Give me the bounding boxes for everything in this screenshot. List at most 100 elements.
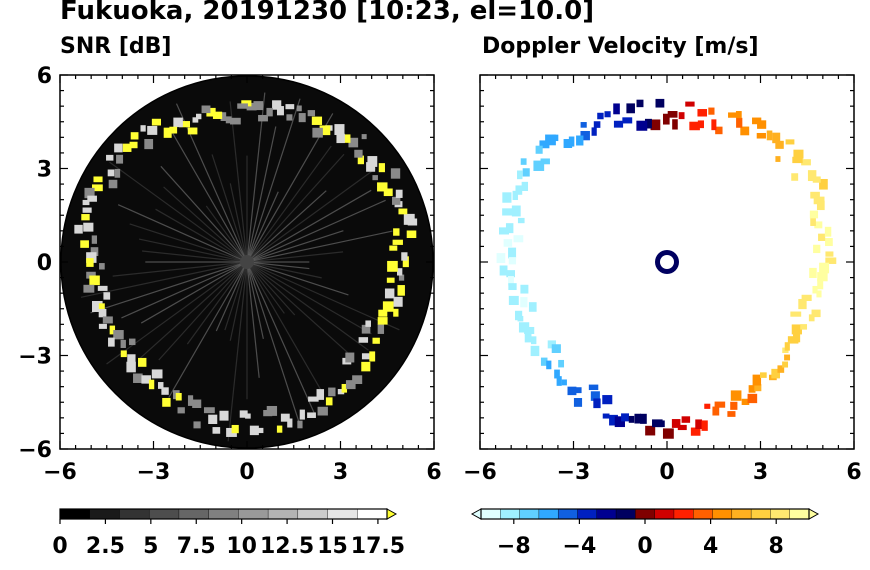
- radar-center: [240, 255, 254, 269]
- echo-cell: [116, 154, 124, 164]
- x-tick-label: 0: [659, 460, 674, 485]
- echo-cell: [558, 359, 565, 368]
- echo-cell: [122, 143, 132, 152]
- colorbar-cell: [596, 508, 617, 520]
- radial-streak: [246, 261, 324, 395]
- echo-cell: [402, 256, 409, 268]
- echo-cell: [814, 221, 823, 229]
- echo-cell: [708, 107, 715, 115]
- echo-cell: [192, 399, 202, 409]
- echo-cell: [249, 425, 259, 436]
- colorbar-tick-label: −8: [497, 534, 531, 559]
- echo-cell: [161, 387, 169, 395]
- radial-streak: [246, 261, 322, 279]
- echo-cell: [397, 268, 403, 276]
- echo-cell: [296, 105, 302, 112]
- echo-cell: [689, 121, 700, 131]
- echo-cell: [120, 339, 126, 348]
- echo-cell: [384, 288, 395, 299]
- echo-cell: [311, 116, 323, 125]
- echo-cell: [372, 337, 380, 344]
- radial-streak: [246, 199, 386, 263]
- echo-cell: [91, 184, 103, 192]
- echo-cell: [97, 285, 108, 291]
- figure-title: Fukuoka, 20191230 [10:23, el=10.0]: [60, 0, 595, 26]
- echo-cell: [645, 425, 656, 436]
- echo-cell: [74, 224, 83, 234]
- echo-cell: [506, 270, 515, 278]
- echo-cell: [393, 296, 403, 307]
- echo-cell: [272, 100, 282, 110]
- radial-streak: [246, 230, 393, 263]
- echo-cell: [266, 107, 273, 117]
- colorbar-cell: [557, 508, 579, 520]
- echo-cell: [226, 427, 237, 437]
- colorbar-tick-label: −4: [563, 534, 597, 559]
- colorbar-tick-label: 0: [637, 534, 652, 559]
- echo-cell: [398, 208, 408, 215]
- x-tick-label: −3: [557, 460, 591, 485]
- plot-area: [60, 75, 434, 449]
- echo-cell: [389, 245, 398, 251]
- x-tick-label: 6: [426, 460, 441, 485]
- echo-cell: [825, 238, 833, 247]
- x-tick-label: 3: [753, 460, 768, 485]
- colorbar-tick-label: 4: [703, 534, 718, 559]
- echo-cell: [151, 118, 162, 126]
- radial-streak: [246, 261, 296, 316]
- echo-cell: [730, 390, 742, 401]
- echo-cell: [219, 410, 229, 421]
- radial-streak: [227, 261, 248, 442]
- echo-cell: [813, 244, 821, 254]
- echo-cell: [386, 277, 395, 283]
- echo-cell: [818, 233, 826, 241]
- echo-cell: [752, 374, 762, 386]
- echo-cell: [556, 376, 562, 386]
- echo-cell: [144, 139, 154, 150]
- echo-cell: [348, 137, 359, 148]
- echo-cell: [613, 103, 620, 115]
- echo-cell: [361, 361, 371, 372]
- echo-cell: [711, 119, 717, 131]
- echo-cell: [793, 149, 804, 159]
- echo-cell: [382, 301, 394, 312]
- echo-cell: [392, 239, 403, 245]
- echo-cell: [650, 119, 661, 131]
- echo-cell: [114, 143, 123, 153]
- echo-cell: [522, 168, 530, 177]
- echo-cell: [520, 284, 529, 294]
- echo-cell: [662, 113, 670, 125]
- echo-cell: [609, 414, 618, 426]
- echo-cell: [580, 130, 590, 141]
- echo-cell: [106, 154, 114, 161]
- echo-cell: [540, 357, 548, 366]
- radial-streak: [211, 154, 248, 263]
- echo-cell: [727, 411, 736, 417]
- echo-cell: [352, 375, 363, 385]
- echo-cell: [508, 257, 517, 265]
- echo-cell: [685, 101, 695, 107]
- x-tick-label: 3: [333, 460, 348, 485]
- colorbar-cell: [357, 508, 388, 520]
- colorbar-tick-label: 17.5: [351, 534, 405, 559]
- echo-cell: [81, 214, 90, 221]
- echo-cell: [576, 135, 584, 146]
- x-tick-label: −6: [463, 460, 497, 485]
- radial-streak: [138, 238, 248, 263]
- echo-cell: [98, 303, 105, 311]
- echo-cell: [126, 361, 136, 373]
- echo-cell: [811, 309, 821, 318]
- echo-cell: [580, 122, 587, 128]
- radial-streak: [246, 98, 301, 263]
- echo-cell: [520, 297, 528, 308]
- echo-cell: [239, 410, 248, 418]
- echo-cell: [361, 134, 367, 140]
- echo-cell: [169, 126, 178, 134]
- echo-cell: [513, 235, 524, 243]
- colorbar-extend-max: [808, 508, 820, 520]
- echo-cell: [237, 103, 248, 109]
- echo-cell: [517, 217, 525, 224]
- y-tick-label: 3: [37, 158, 52, 183]
- echo-cell: [192, 117, 199, 123]
- echo-cell: [775, 140, 784, 149]
